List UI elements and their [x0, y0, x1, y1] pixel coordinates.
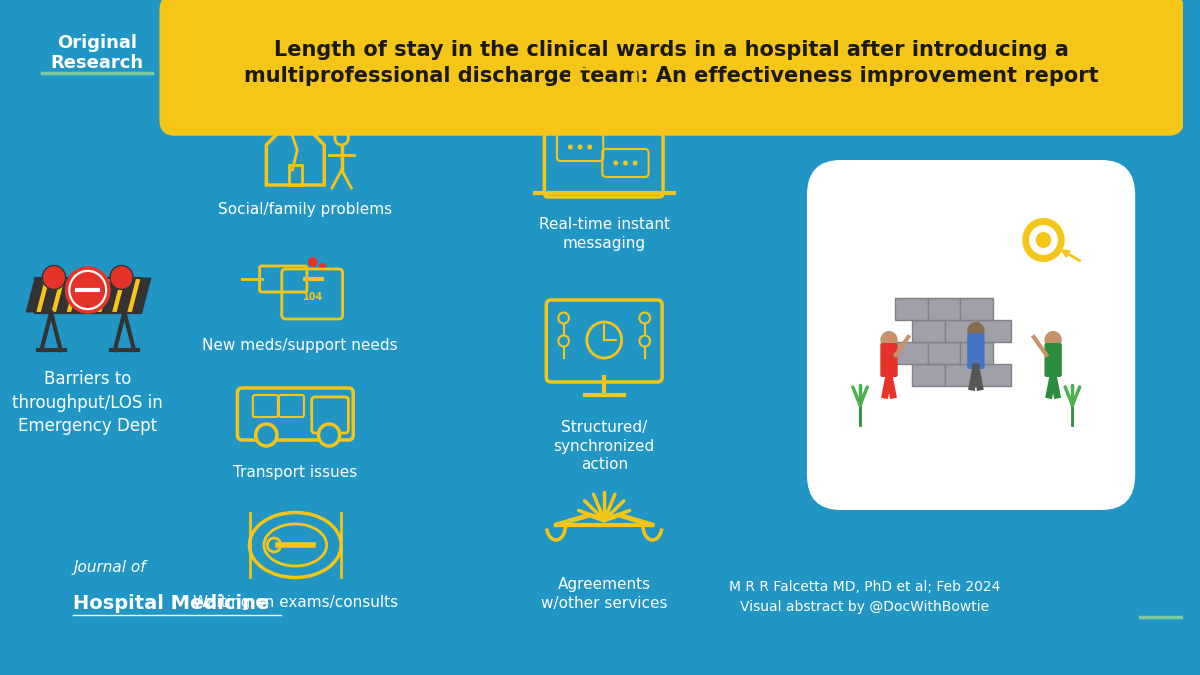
FancyBboxPatch shape — [1044, 343, 1062, 377]
Polygon shape — [102, 277, 121, 313]
Text: Journal of: Journal of — [73, 560, 146, 575]
Text: Length of stay in the clinical wards in a hospital after introducing a
multiprof: Length of stay in the clinical wards in … — [245, 40, 1099, 86]
Circle shape — [599, 89, 606, 97]
Polygon shape — [132, 277, 151, 313]
Polygon shape — [41, 277, 60, 313]
FancyBboxPatch shape — [960, 342, 994, 364]
Circle shape — [110, 265, 133, 290]
Circle shape — [577, 144, 582, 149]
FancyBboxPatch shape — [895, 342, 928, 364]
FancyBboxPatch shape — [912, 320, 944, 342]
FancyBboxPatch shape — [928, 342, 960, 364]
FancyBboxPatch shape — [881, 343, 898, 377]
Text: Creation of a Hospital
Discharge Team (HDT)!: Creation of a Hospital Discharge Team (H… — [854, 465, 1088, 507]
Circle shape — [881, 331, 898, 349]
FancyBboxPatch shape — [160, 0, 1183, 135]
FancyBboxPatch shape — [978, 320, 1010, 342]
Text: Real-time instant
messaging: Real-time instant messaging — [539, 217, 670, 250]
Circle shape — [1044, 331, 1062, 349]
Text: Transport issues: Transport issues — [233, 465, 358, 480]
FancyBboxPatch shape — [895, 298, 928, 320]
Circle shape — [308, 257, 318, 267]
Polygon shape — [86, 277, 106, 313]
FancyBboxPatch shape — [960, 298, 994, 320]
Text: Agreements
w/other services: Agreements w/other services — [541, 577, 667, 611]
Circle shape — [632, 161, 637, 165]
Text: 104: 104 — [302, 292, 323, 302]
Circle shape — [1022, 218, 1064, 262]
Text: M R R Falcetta MD, PhD et al; Feb 2024
Visual abstract by @DocWithBowtie: M R R Falcetta MD, PhD et al; Feb 2024 V… — [730, 580, 1001, 614]
Circle shape — [318, 424, 340, 446]
FancyBboxPatch shape — [806, 160, 1135, 510]
Circle shape — [613, 161, 618, 165]
Circle shape — [256, 424, 277, 446]
Circle shape — [967, 322, 984, 340]
Circle shape — [623, 161, 628, 165]
FancyBboxPatch shape — [928, 298, 960, 320]
Text: Waiting on exams/consults: Waiting on exams/consults — [193, 595, 398, 610]
Text: Original
Research: Original Research — [50, 34, 144, 72]
Text: New meds/support needs: New meds/support needs — [203, 338, 398, 353]
Circle shape — [587, 144, 592, 149]
FancyBboxPatch shape — [912, 364, 944, 386]
FancyBboxPatch shape — [967, 333, 984, 369]
Text: Barriers to
throughput/LOS in
Emergency Dept: Barriers to throughput/LOS in Emergency … — [12, 370, 163, 435]
Circle shape — [1036, 232, 1051, 248]
Circle shape — [1028, 225, 1058, 255]
Text: Structured/
synchronized
action: Structured/ synchronized action — [553, 420, 655, 472]
Polygon shape — [25, 277, 46, 313]
Polygon shape — [116, 277, 137, 313]
Polygon shape — [71, 277, 91, 313]
Circle shape — [568, 144, 572, 149]
Circle shape — [66, 268, 109, 312]
FancyBboxPatch shape — [944, 364, 978, 386]
Polygon shape — [56, 277, 76, 313]
FancyBboxPatch shape — [35, 277, 140, 313]
Circle shape — [71, 272, 106, 308]
Text: Hospital Medicine: Hospital Medicine — [73, 594, 270, 613]
FancyBboxPatch shape — [978, 364, 1010, 386]
Text: Social/family problems: Social/family problems — [218, 202, 392, 217]
Circle shape — [318, 263, 326, 271]
Circle shape — [42, 265, 66, 290]
FancyBboxPatch shape — [944, 320, 978, 342]
Circle shape — [611, 89, 619, 97]
Circle shape — [586, 89, 594, 97]
